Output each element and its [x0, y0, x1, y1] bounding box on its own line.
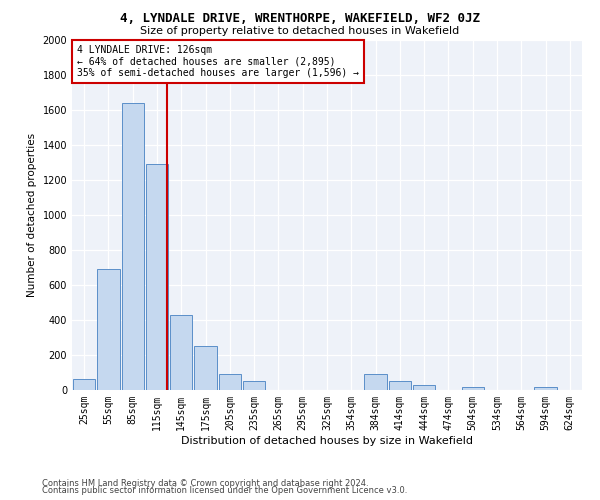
Bar	[170, 315, 193, 390]
Text: Contains HM Land Registry data © Crown copyright and database right 2024.: Contains HM Land Registry data © Crown c…	[42, 478, 368, 488]
Bar	[122, 103, 144, 390]
Y-axis label: Number of detached properties: Number of detached properties	[27, 133, 37, 297]
Bar	[97, 269, 119, 390]
Text: Size of property relative to detached houses in Wakefield: Size of property relative to detached ho…	[140, 26, 460, 36]
Bar	[389, 381, 411, 390]
Bar	[73, 378, 95, 390]
Bar	[413, 385, 436, 390]
Bar	[194, 346, 217, 390]
X-axis label: Distribution of detached houses by size in Wakefield: Distribution of detached houses by size …	[181, 436, 473, 446]
Bar	[146, 164, 168, 390]
Bar	[535, 388, 557, 390]
Bar	[218, 374, 241, 390]
Text: 4, LYNDALE DRIVE, WRENTHORPE, WAKEFIELD, WF2 0JZ: 4, LYNDALE DRIVE, WRENTHORPE, WAKEFIELD,…	[120, 12, 480, 26]
Text: Contains public sector information licensed under the Open Government Licence v3: Contains public sector information licen…	[42, 486, 407, 495]
Bar	[461, 386, 484, 390]
Text: 4 LYNDALE DRIVE: 126sqm
← 64% of detached houses are smaller (2,895)
35% of semi: 4 LYNDALE DRIVE: 126sqm ← 64% of detache…	[77, 46, 359, 78]
Bar	[364, 374, 387, 390]
Bar	[243, 381, 265, 390]
